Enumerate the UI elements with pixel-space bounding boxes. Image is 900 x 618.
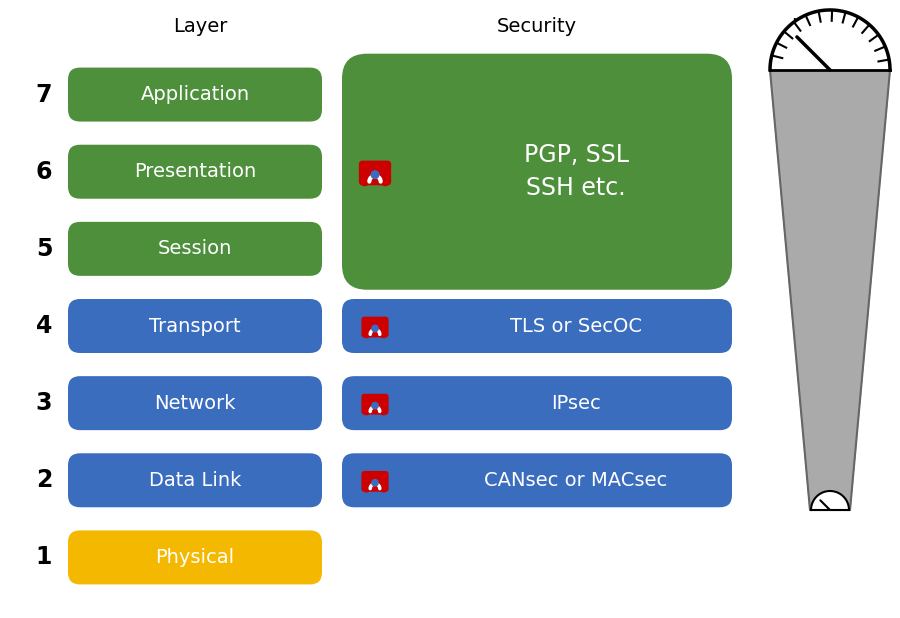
Text: 1: 1 [36,546,52,569]
Text: IPsec: IPsec [551,394,601,413]
Text: Latency: Latency [792,17,868,35]
Circle shape [372,480,378,486]
Polygon shape [811,491,849,510]
Text: Data Link: Data Link [148,471,241,490]
Text: 7: 7 [36,83,52,106]
Text: 6: 6 [36,159,52,184]
Text: Layer: Layer [173,17,227,35]
Text: 4: 4 [36,314,52,338]
FancyBboxPatch shape [362,471,389,492]
Text: CANsec or MACsec: CANsec or MACsec [484,471,668,490]
FancyBboxPatch shape [362,394,389,415]
FancyBboxPatch shape [68,222,322,276]
Text: TLS or SecOC: TLS or SecOC [510,316,642,336]
Circle shape [372,402,378,409]
Text: Security: Security [497,17,577,35]
Text: Network: Network [154,394,236,413]
Text: Physical: Physical [156,548,235,567]
Polygon shape [770,10,890,70]
Text: Session: Session [158,239,232,258]
FancyBboxPatch shape [68,376,322,430]
Text: 3: 3 [36,391,52,415]
Circle shape [371,171,379,179]
FancyBboxPatch shape [68,530,322,585]
Text: 5: 5 [36,237,52,261]
FancyBboxPatch shape [68,145,322,199]
Polygon shape [770,70,890,510]
FancyBboxPatch shape [68,67,322,122]
Text: Presentation: Presentation [134,162,256,181]
FancyBboxPatch shape [359,161,392,185]
FancyBboxPatch shape [342,453,732,507]
FancyBboxPatch shape [68,453,322,507]
Text: Transport: Transport [149,316,241,336]
FancyBboxPatch shape [342,376,732,430]
Text: PGP, SSL
SSH etc.: PGP, SSL SSH etc. [524,143,628,200]
FancyBboxPatch shape [342,299,732,353]
FancyBboxPatch shape [68,299,322,353]
Text: Application: Application [140,85,249,104]
Text: 2: 2 [36,468,52,493]
Circle shape [372,325,378,332]
FancyBboxPatch shape [362,316,389,337]
FancyBboxPatch shape [342,54,732,290]
